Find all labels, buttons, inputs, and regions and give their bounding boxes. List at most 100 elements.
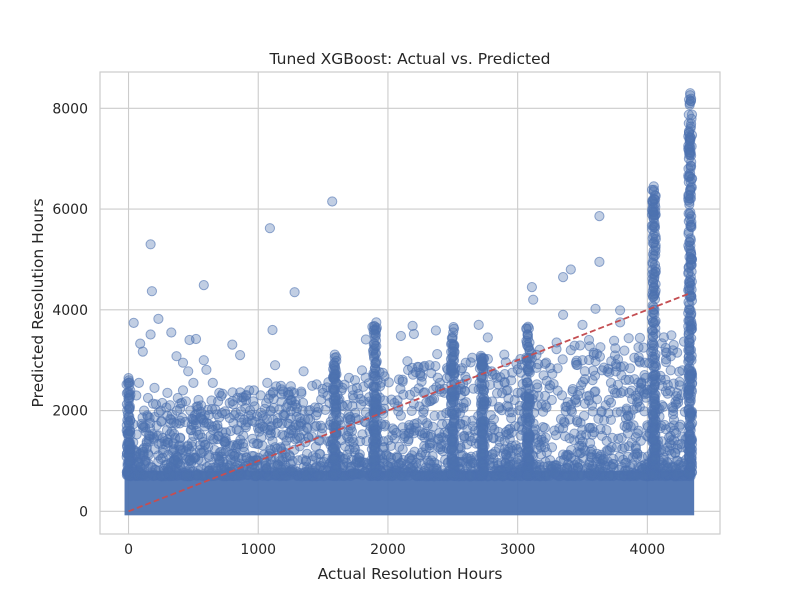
- x-tick-label: 4000: [630, 542, 666, 558]
- scatter-point: [327, 196, 338, 207]
- scatter-point: [686, 461, 697, 472]
- scatter-point: [209, 434, 220, 445]
- scatter-point: [369, 340, 381, 351]
- scatter-point: [203, 442, 214, 453]
- scatter-point: [370, 468, 381, 479]
- scatter-point: [160, 459, 171, 470]
- scatter-point: [564, 433, 575, 444]
- scatter-point: [540, 358, 551, 369]
- scatter-point: [196, 400, 207, 411]
- scatter-point: [145, 239, 156, 250]
- chart-title: Tuned XGBoost: Actual vs. Predicted: [269, 50, 551, 68]
- scatter-point: [506, 375, 517, 386]
- scatter-point: [579, 410, 590, 421]
- scatter-point: [587, 406, 598, 417]
- scatter-point: [503, 460, 514, 471]
- x-tick-label: 1000: [240, 542, 276, 558]
- scatter-point: [532, 400, 543, 411]
- scatter-point: [584, 457, 595, 468]
- scatter-point: [685, 291, 697, 302]
- scatter-point: [162, 387, 173, 398]
- scatter-point: [262, 470, 273, 482]
- scatter-point: [486, 366, 497, 377]
- scatter-point: [635, 435, 647, 446]
- scatter-point: [131, 390, 142, 401]
- scatter-point: [190, 333, 202, 345]
- scatter-point: [574, 458, 585, 470]
- scatter-point: [583, 334, 595, 346]
- scatter-point: [219, 436, 230, 447]
- scatter-point: [259, 423, 270, 434]
- scatter-point: [674, 380, 685, 391]
- scatter-point: [141, 438, 152, 449]
- scatter-point: [206, 395, 217, 406]
- scatter-point: [523, 366, 534, 377]
- scatter-point: [225, 454, 236, 465]
- scatter-point: [541, 402, 552, 413]
- scatter-point: [257, 410, 268, 421]
- scatter-point: [406, 462, 417, 473]
- scatter-point: [660, 446, 671, 457]
- scatter-point: [562, 397, 573, 408]
- scatter-point: [448, 323, 460, 334]
- scatter-point: [685, 240, 696, 251]
- scatter-point: [446, 468, 457, 479]
- scatter-point: [192, 470, 203, 481]
- scatter-point: [649, 399, 660, 410]
- scatter-point: [125, 443, 136, 454]
- scatter-point: [448, 456, 459, 467]
- scatter-point: [287, 464, 298, 475]
- scatter-point: [635, 382, 647, 393]
- scatter-point: [181, 470, 192, 481]
- scatter-point: [650, 234, 661, 245]
- scatter-point: [408, 425, 419, 436]
- scatter-point: [138, 421, 149, 432]
- scatter-point: [671, 469, 682, 480]
- scatter-point: [314, 470, 325, 481]
- scatter-point: [535, 442, 547, 453]
- scatter-point: [256, 432, 267, 443]
- scatter-point: [421, 418, 432, 429]
- scatter-point: [313, 402, 324, 413]
- scatter-point: [603, 408, 614, 419]
- scatter-point: [509, 421, 521, 432]
- scatter-point: [184, 455, 195, 466]
- scatter-point: [447, 425, 458, 436]
- scatter-point: [235, 350, 246, 361]
- scatter-point: [579, 374, 591, 385]
- scatter-point: [655, 423, 666, 434]
- scatter-point: [482, 332, 493, 343]
- scatter-point: [343, 372, 355, 383]
- scatter-point: [650, 250, 661, 261]
- scatter-point: [174, 440, 186, 451]
- y-tick-label: 4000: [52, 303, 88, 319]
- scatter-point: [506, 413, 517, 424]
- scatter-point: [248, 396, 259, 407]
- scatter-point: [656, 338, 667, 349]
- scatter-point: [368, 435, 379, 446]
- scatter-point: [402, 356, 413, 367]
- scatter-point: [236, 392, 247, 403]
- scatter-point: [596, 430, 608, 441]
- x-tick-label: 0: [124, 542, 133, 558]
- scatter-point: [647, 469, 658, 480]
- scatter-point: [262, 377, 273, 388]
- scatter-point: [383, 468, 394, 479]
- scatter-point: [537, 422, 549, 433]
- scatter-point: [250, 470, 261, 481]
- scatter-point: [686, 109, 698, 120]
- scatter-point: [632, 397, 643, 408]
- scatter-point: [648, 291, 659, 302]
- scatter-point: [581, 429, 592, 440]
- scatter-point: [499, 349, 510, 360]
- scatter-point: [560, 405, 571, 417]
- scatter-point: [618, 454, 629, 465]
- scatter-point: [594, 211, 605, 222]
- scatter-point: [145, 329, 156, 340]
- scatter-point: [683, 118, 694, 129]
- scatter-point: [172, 392, 183, 404]
- scatter-point: [634, 332, 646, 343]
- y-tick-label: 2000: [52, 404, 88, 420]
- scatter-point: [648, 383, 659, 394]
- scatter-point: [329, 454, 340, 465]
